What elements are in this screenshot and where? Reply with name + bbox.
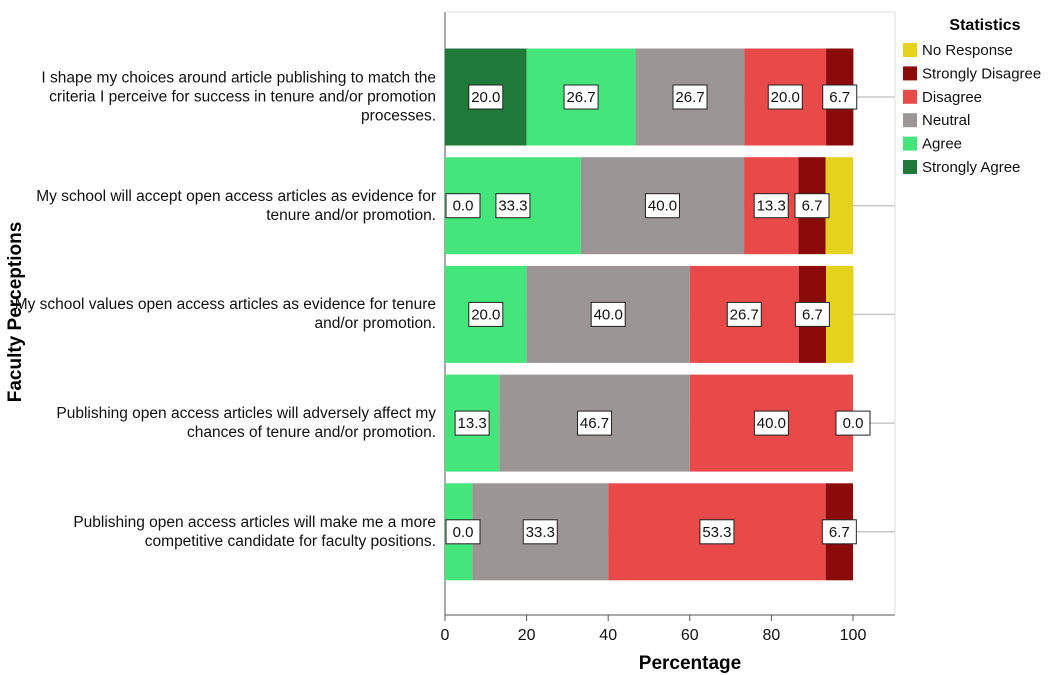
data-label-text: 20.0 [771,89,800,106]
data-label-text: 0.0 [453,524,474,541]
y-tick-label: Publishing open access articles will adv… [56,405,436,442]
bar-segment [825,157,853,255]
data-label: 40.0 [590,301,626,327]
data-label-box [495,193,531,219]
data-label-box [672,84,708,110]
x-tick-label: 40 [599,627,617,644]
data-label: 6.7 [821,519,857,545]
y-tick-label: My school values open access articles as… [14,296,436,333]
data-label: 26.7 [726,301,762,327]
data-label-box [468,301,504,327]
data-label-text: 46.7 [580,415,609,432]
data-label: 0.0 [445,519,481,545]
data-label-box [794,301,830,327]
data-label-box [767,84,803,110]
data-label-box [590,301,626,327]
legend-label: No Response [922,42,1013,59]
y-tick-label: My school will accept open access articl… [36,187,436,224]
data-label-box [753,410,789,436]
data-label-text: 13.3 [757,198,786,215]
data-label-text: 53.3 [702,524,731,541]
data-label: 6.7 [794,301,830,327]
data-label-box [468,84,504,110]
data-label: 53.3 [699,519,735,545]
data-label-text: 6.7 [802,306,823,323]
data-label-box [699,519,735,545]
legend-label: Agree [922,136,962,153]
legend-swatch [903,43,917,57]
data-label-box [445,193,481,219]
legend-swatch [903,66,917,81]
legend-label: Strongly Agree [922,159,1020,176]
y-tick-label: Publishing open access articles will mak… [73,513,436,550]
legend-label: Disagree [922,89,982,106]
data-label-box [563,84,599,110]
data-label-text: 33.3 [526,524,555,541]
data-label-text: 40.0 [594,306,623,323]
data-label-box [794,193,830,219]
data-label: 33.3 [522,519,558,545]
data-label-box [522,519,558,545]
data-label-text: 6.7 [802,198,823,215]
data-label-box [644,193,680,219]
data-label-text: 6.7 [829,524,850,541]
data-label: 46.7 [577,410,613,436]
x-tick-label: 100 [840,627,867,644]
y-axis-title: Faculty Perceptions [5,222,26,403]
x-axis-title: Percentage [639,653,741,674]
data-label-text: 40.0 [757,415,786,432]
data-label-box [821,519,857,545]
data-label-box [445,519,481,545]
data-label-box [726,301,762,327]
bar-segment [826,265,854,363]
data-label: 6.7 [794,193,830,219]
legend-swatch [903,136,917,151]
data-label: 20.0 [767,84,803,110]
data-label-text: 20.0 [471,89,500,106]
data-label-text: 6.7 [829,89,850,106]
y-tick-label: I shape my choices around article publis… [41,69,436,125]
data-label-box [577,410,613,436]
legend-swatch [903,89,917,104]
data-label: 26.7 [672,84,708,110]
x-tick-label: 20 [518,627,536,644]
data-label-box [835,410,871,436]
x-tick-label: 80 [763,627,781,644]
legend-title: Statistics [949,17,1020,34]
legend-label: Strongly Disagree [922,65,1041,82]
legend-swatch [903,160,917,174]
data-label: 26.7 [563,84,599,110]
data-label: 13.3 [454,410,490,436]
data-label: 33.3 [495,193,531,219]
data-label: 13.3 [753,193,789,219]
data-label-text: 13.3 [458,415,487,432]
data-label-text: 26.7 [675,89,704,106]
data-label: 40.0 [753,410,789,436]
data-label-text: 26.7 [566,89,595,106]
data-label-box [753,193,789,219]
x-tick-label: 0 [441,627,450,644]
data-label: 20.0 [468,301,504,327]
x-tick-label: 60 [681,627,699,644]
data-label-text: 40.0 [648,198,677,215]
legend-swatch [903,113,917,128]
data-label: 0.0 [445,193,481,219]
data-label: 0.0 [835,410,871,436]
data-label-text: 0.0 [453,198,474,215]
data-label-text: 26.7 [730,306,759,323]
data-label: 40.0 [644,193,680,219]
data-label-box [822,84,858,110]
data-label-text: 20.0 [471,306,500,323]
data-label-box [454,410,490,436]
data-label-text: 33.3 [498,198,527,215]
data-label: 20.0 [468,84,504,110]
data-label: 6.7 [822,84,858,110]
legend-label: Neutral [922,112,970,129]
data-label-text: 0.0 [843,415,864,432]
